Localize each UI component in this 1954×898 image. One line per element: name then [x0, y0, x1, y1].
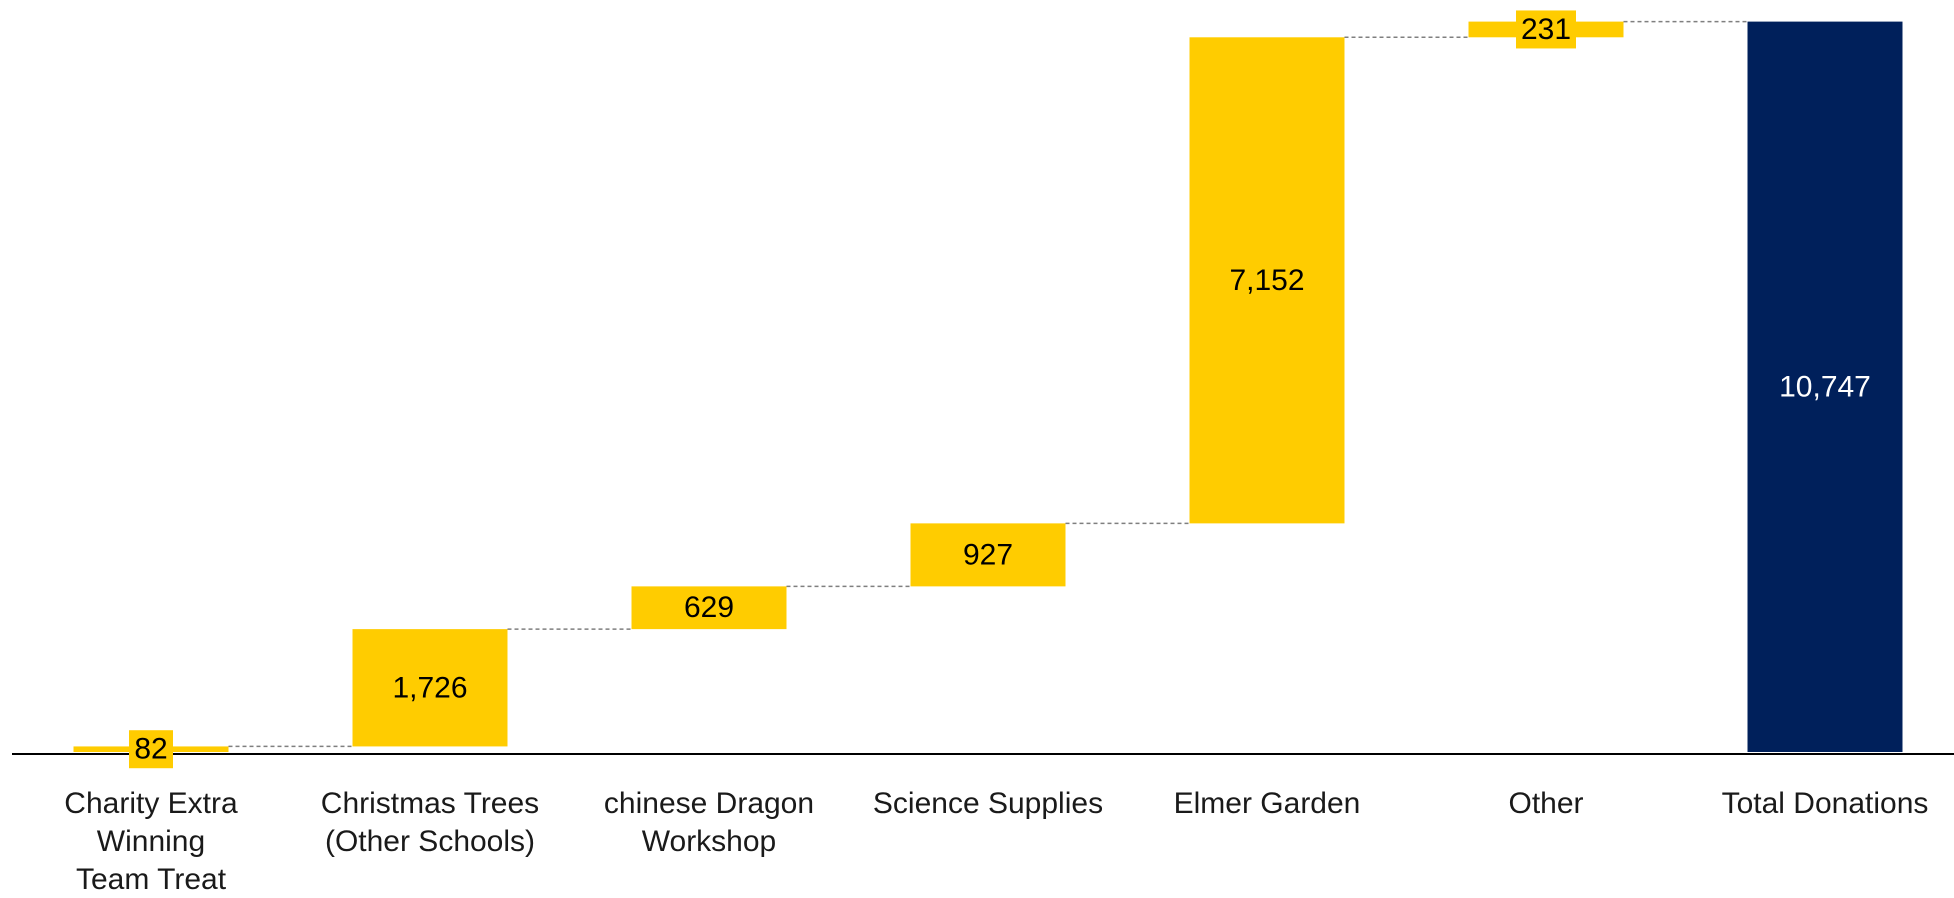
value-label-science-supplies: 927: [963, 538, 1013, 571]
bar-total-donations: [1747, 21, 1903, 752]
bar-christmas-trees-other-schools: [352, 629, 508, 747]
bar-elmer-garden: [1189, 37, 1345, 524]
category-label-other: Other: [1508, 787, 1583, 820]
bar-chinese-dragon-workshop: [631, 586, 787, 630]
category-label-science-supplies: Science Supplies: [873, 787, 1103, 820]
value-label-christmas-trees-other-schools: 1,726: [392, 671, 467, 704]
value-label-elmer-garden: 7,152: [1229, 264, 1304, 297]
bars: [73, 21, 1903, 752]
value-label-bg-other: [1516, 10, 1576, 49]
value-label-bg-charity-extra-winning-team-treat: [129, 730, 173, 769]
bar-science-supplies: [910, 523, 1066, 587]
category-label-total-donations: Total Donations: [1722, 787, 1929, 820]
category-label-chinese-dragon-workshop: chinese Dragon Workshop: [604, 787, 814, 858]
value-labels: 82 1,726 629 927 7,152 231 10,747: [129, 10, 1871, 769]
value-label-total-donations: 10,747: [1779, 370, 1871, 403]
category-labels: Charity Extra Winning Team Treat Christmas …: [64, 787, 1928, 896]
category-label-charity-extra-winning-team-treat: Charity Extra Winning Team Treat: [64, 787, 238, 896]
value-label-other: 231: [1521, 13, 1571, 46]
value-label-charity-extra-winning-team-treat: 82: [134, 733, 167, 766]
category-label-elmer-garden: Elmer Garden: [1174, 787, 1361, 820]
value-label-chinese-dragon-workshop: 629: [684, 591, 734, 624]
category-label-christmas-trees-other-schools: Christmas Trees (Other Schools): [321, 787, 539, 858]
